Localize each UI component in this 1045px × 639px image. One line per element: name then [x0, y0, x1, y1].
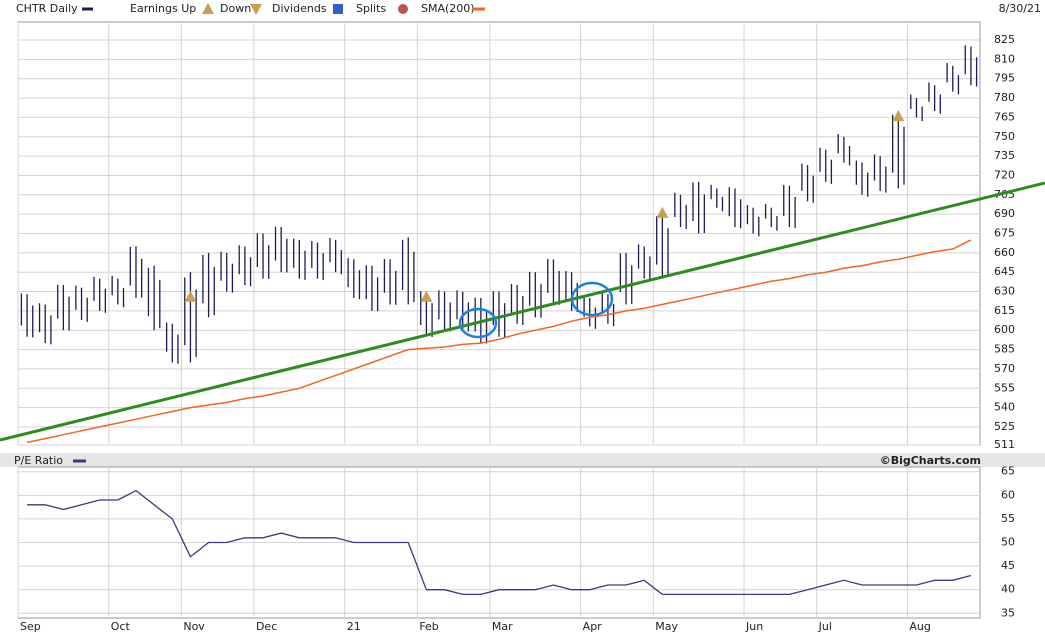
x-tick-label: Mar: [492, 620, 513, 633]
highlight-circle: [458, 307, 498, 339]
legend-item: Dividends: [272, 2, 327, 15]
legend-icon: [398, 4, 408, 14]
legend-item: SMA(200): [421, 2, 475, 15]
x-tick-label: Sep: [20, 620, 41, 633]
y-tick-label: 660: [994, 246, 1015, 259]
y-tick-label: 555: [994, 381, 1015, 394]
y-tick-label: 735: [994, 149, 1015, 162]
x-tick-label: Jun: [745, 620, 763, 633]
series-line: [26, 239, 972, 444]
x-tick-label: Aug: [909, 620, 930, 633]
y-tick-label: 50: [1001, 536, 1015, 549]
x-tick-label: Jul: [818, 620, 832, 633]
source-label: ©BigCharts.com: [880, 454, 981, 467]
trend-line: [0, 181, 1045, 442]
y-tick-label: 795: [994, 72, 1015, 85]
y-tick-label: 65: [1001, 465, 1015, 478]
date-label: 8/30/21: [999, 2, 1041, 15]
x-tick-label: Dec: [256, 620, 277, 633]
highlight-circle: [570, 281, 614, 317]
y-tick-label: 585: [994, 343, 1015, 356]
y-tick-label: 810: [994, 52, 1015, 65]
y-tick-label: 540: [994, 401, 1015, 414]
legend-item: Earnings Up: [130, 2, 196, 15]
y-tick-label: 40: [1001, 583, 1015, 596]
x-tick-label: Apr: [583, 620, 603, 633]
pe-header: [0, 453, 1045, 467]
y-tick-label: 615: [994, 304, 1015, 317]
y-tick-label: 675: [994, 227, 1015, 240]
legend-item: Down: [220, 2, 251, 15]
legend-icon: [202, 3, 214, 14]
y-tick-label: 55: [1001, 512, 1015, 525]
y-tick-label: 60: [1001, 488, 1015, 501]
pe-series-name: P/E Ratio: [14, 454, 63, 467]
legend-icon: [250, 4, 262, 15]
y-tick-label: 600: [994, 323, 1015, 336]
y-tick-label: 690: [994, 207, 1015, 220]
y-tick-label: 511: [994, 438, 1015, 451]
x-tick-label: May: [655, 620, 678, 633]
earnings-marker: [656, 206, 669, 218]
y-tick-label: 750: [994, 130, 1015, 143]
x-tick-label: Oct: [111, 620, 131, 633]
series-name: CHTR Daily: [16, 2, 78, 15]
earnings-marker: [892, 110, 905, 122]
x-tick-label: Nov: [183, 620, 205, 633]
y-tick-label: 630: [994, 285, 1015, 298]
marks: 8258107957807657507357207056906756606456…: [17, 22, 1015, 633]
earnings-marker: [184, 290, 197, 302]
y-tick-label: 720: [994, 168, 1015, 181]
x-tick-label: Feb: [419, 620, 438, 633]
y-tick-label: 645: [994, 265, 1015, 278]
y-tick-label: 35: [1001, 606, 1015, 619]
legend-icon: [333, 4, 343, 14]
y-tick-label: 825: [994, 33, 1015, 46]
y-tick-label: 780: [994, 91, 1015, 104]
y-tick-label: 45: [1001, 559, 1015, 572]
series-line: [27, 489, 972, 596]
earnings-marker: [420, 290, 433, 302]
y-tick-label: 765: [994, 110, 1015, 123]
x-tick-label: 21: [347, 620, 361, 633]
y-tick-label: 525: [994, 420, 1015, 433]
legend-item: Splits: [356, 2, 386, 15]
y-tick-label: 570: [994, 362, 1015, 375]
